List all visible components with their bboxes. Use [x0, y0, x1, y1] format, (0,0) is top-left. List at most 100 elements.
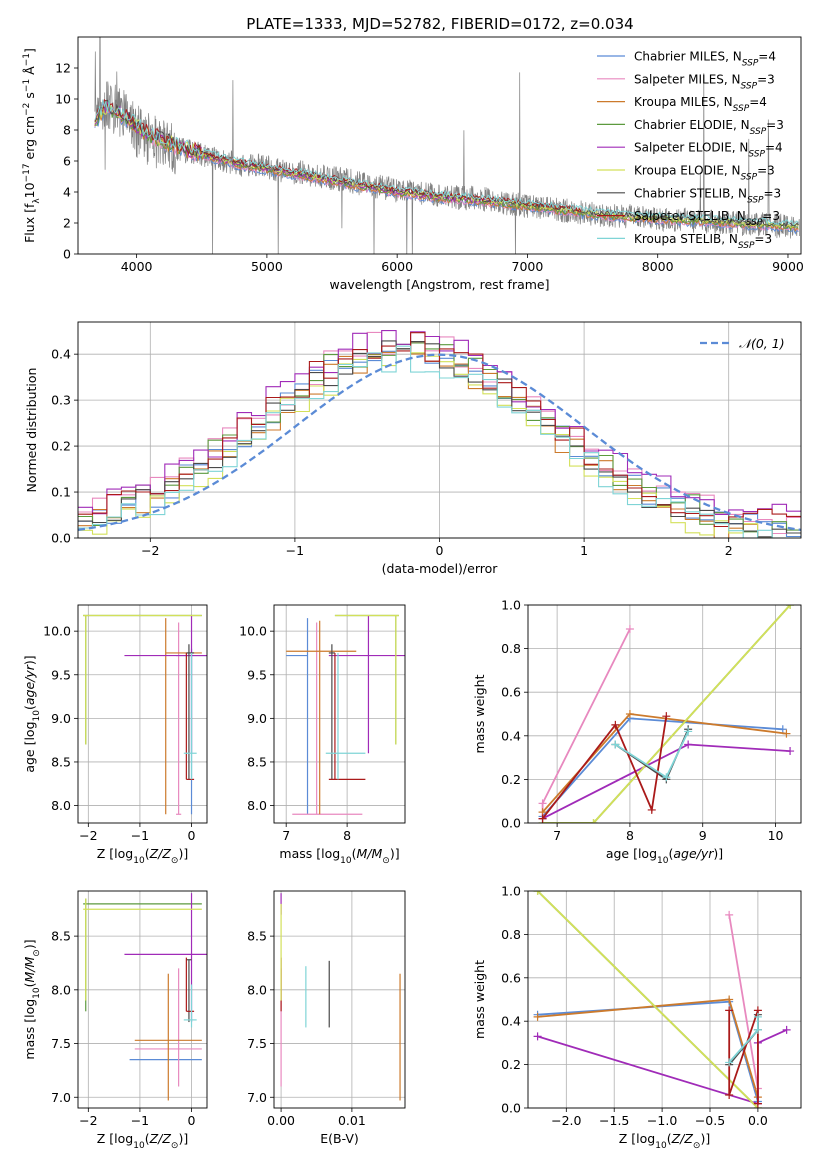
x-tick-label: 0.0 — [748, 1113, 768, 1128]
weight-marker — [753, 1099, 762, 1108]
y-tick-label: 0.3 — [51, 393, 71, 408]
error-bar-3 — [334, 614, 399, 745]
weight-marker — [625, 624, 634, 633]
x-axis-label: mass [log10(M/M⊙)] — [279, 846, 399, 866]
plot-area — [78, 330, 801, 538]
weight-marker — [786, 747, 795, 756]
legend-label: Salpeter STELIB, NSSP=3 — [634, 209, 780, 228]
x-tick-label: 9 — [699, 828, 707, 843]
panel-3: 7 8 8.0 8.5 9.0 9.5 10.0 mass [log10(M/M⊙)] — [239, 604, 406, 866]
y-tick-label: 0 — [63, 247, 71, 262]
weight-marker — [684, 740, 693, 749]
legend-label: Chabrier MILES, NSSP=4 — [634, 50, 776, 69]
x-tick-label: 8 — [626, 828, 634, 843]
x-tick-label: −1 — [131, 828, 149, 843]
y-tick-label: 8.0 — [247, 798, 267, 813]
y-tick-label: 0.8 — [501, 641, 521, 656]
axes-frame — [273, 890, 406, 1109]
x-axis-label: E(B-V) — [320, 1131, 359, 1146]
y-tick-label: 8.5 — [51, 754, 71, 769]
plot-area — [286, 614, 405, 815]
y-axis-label: Normed distribution — [24, 368, 39, 493]
x-axis-label: Z [log10(Z/Z⊙)] — [619, 1131, 710, 1151]
weight-marker — [589, 819, 598, 823]
y-tick-label: 8 — [63, 123, 71, 138]
weight-marker — [725, 910, 734, 919]
weight-marker — [533, 891, 542, 895]
axes-frame — [273, 604, 406, 824]
y-tick-label: 1.0 — [501, 598, 521, 613]
axes-frame — [527, 890, 802, 1109]
weight-series-5 — [536, 891, 759, 1108]
model-series-4 — [94, 101, 499, 205]
plot-area — [533, 891, 791, 1108]
axes-frame — [77, 321, 802, 539]
y-tick-label: 8.5 — [51, 929, 71, 944]
x-axis-label: age [log10(age/yr)] — [606, 846, 723, 866]
weight-marker — [662, 773, 671, 782]
y-tick-label: 0.2 — [51, 439, 71, 454]
axes-frame — [77, 604, 208, 824]
y-tick-label: 7.5 — [247, 1036, 267, 1051]
error-bar-8 — [183, 984, 197, 1028]
y-tick-label: 8.5 — [247, 929, 267, 944]
y-tick-label: 8.5 — [247, 754, 267, 769]
y-tick-label: 7.5 — [51, 1036, 71, 1051]
y-tick-label: 0.0 — [501, 1101, 521, 1116]
x-axis-label: Z [log10(Z/Z⊙)] — [97, 1131, 188, 1151]
error-bar-2 — [134, 973, 202, 1101]
y-tick-label: 0.4 — [501, 1014, 521, 1029]
panel-2: −2 −1 0 8.0 8.5 9.0 9.5 10.0 Z [log10(Z/Z⊙)] age … — [22, 604, 208, 866]
residual-histogram-8 — [78, 345, 801, 538]
weight-marker — [538, 814, 547, 823]
legend-label: Kroupa STELIB, NSSP=3 — [634, 232, 772, 251]
y-tick-label: 9.0 — [247, 711, 267, 726]
weight-marker — [684, 727, 693, 736]
y-tick-label: 0.1 — [51, 485, 71, 500]
panel-5: −2 −1 0 7.0 7.5 8.0 8.5 Z [log10(Z/Z⊙)] mass [lo… — [22, 890, 208, 1151]
y-tick-label: 2 — [63, 216, 71, 231]
y-tick-label: 7.0 — [247, 1090, 267, 1105]
y-tick-label: 4 — [63, 185, 71, 200]
error-bar-0 — [286, 618, 309, 815]
error-bar-3 — [83, 614, 202, 745]
legend-label: Salpeter MILES, NSSP=3 — [634, 72, 775, 91]
plot-area — [538, 605, 795, 823]
x-tick-label: 2 — [725, 543, 733, 558]
weight-marker — [782, 729, 791, 738]
weight-series-2 — [537, 998, 759, 1098]
legend-label: 𝒩(0, 1) — [739, 336, 785, 351]
y-tick-label: 8.0 — [51, 798, 71, 813]
y-tick-label: 0.2 — [501, 772, 521, 787]
x-tick-label: 0 — [188, 1113, 196, 1128]
legend-label: Kroupa ELODIE, NSSP=3 — [634, 164, 775, 183]
x-tick-label: 8 — [343, 828, 351, 843]
x-tick-label: 4000 — [121, 259, 153, 274]
weight-series-7 — [728, 1010, 759, 1104]
error-bar-7 — [185, 652, 195, 781]
y-tick-label: 0.8 — [501, 927, 521, 942]
x-tick-label: −2 — [141, 543, 159, 558]
y-tick-label: 12 — [55, 61, 71, 76]
y-axis-label: mass weight — [472, 674, 487, 753]
x-tick-label: 1 — [580, 543, 588, 558]
plot-area — [83, 614, 207, 815]
weight-marker — [533, 1012, 542, 1021]
model-series-6 — [94, 99, 799, 228]
error-bar-4 — [328, 615, 405, 754]
x-tick-label: −2.0 — [551, 1113, 581, 1128]
model-series-8 — [94, 99, 799, 226]
x-axis-label: wavelength [Angstrom, rest frame] — [329, 277, 549, 292]
y-axis-label: mass [log10(M/M⊙)] — [22, 939, 42, 1059]
axes-frame — [77, 890, 208, 1109]
weight-marker — [611, 720, 620, 729]
x-tick-label: 9000 — [772, 259, 804, 274]
x-tick-label: 0 — [436, 543, 444, 558]
weight-series-5 — [542, 605, 791, 823]
panel-1: −2 −1 0 1 2 0.0 0.1 0.2 0.3 0.4 𝒩(0, 1) (data-model… — [24, 321, 802, 576]
error-bar-1 — [176, 622, 182, 815]
legend-label: Chabrier STELIB, NSSP=3 — [634, 186, 781, 205]
error-bar-6 — [186, 644, 195, 780]
y-axis-label: age [log10(age/yr)] — [22, 655, 42, 772]
legend-label: Kroupa MILES, NSSP=4 — [634, 95, 767, 114]
